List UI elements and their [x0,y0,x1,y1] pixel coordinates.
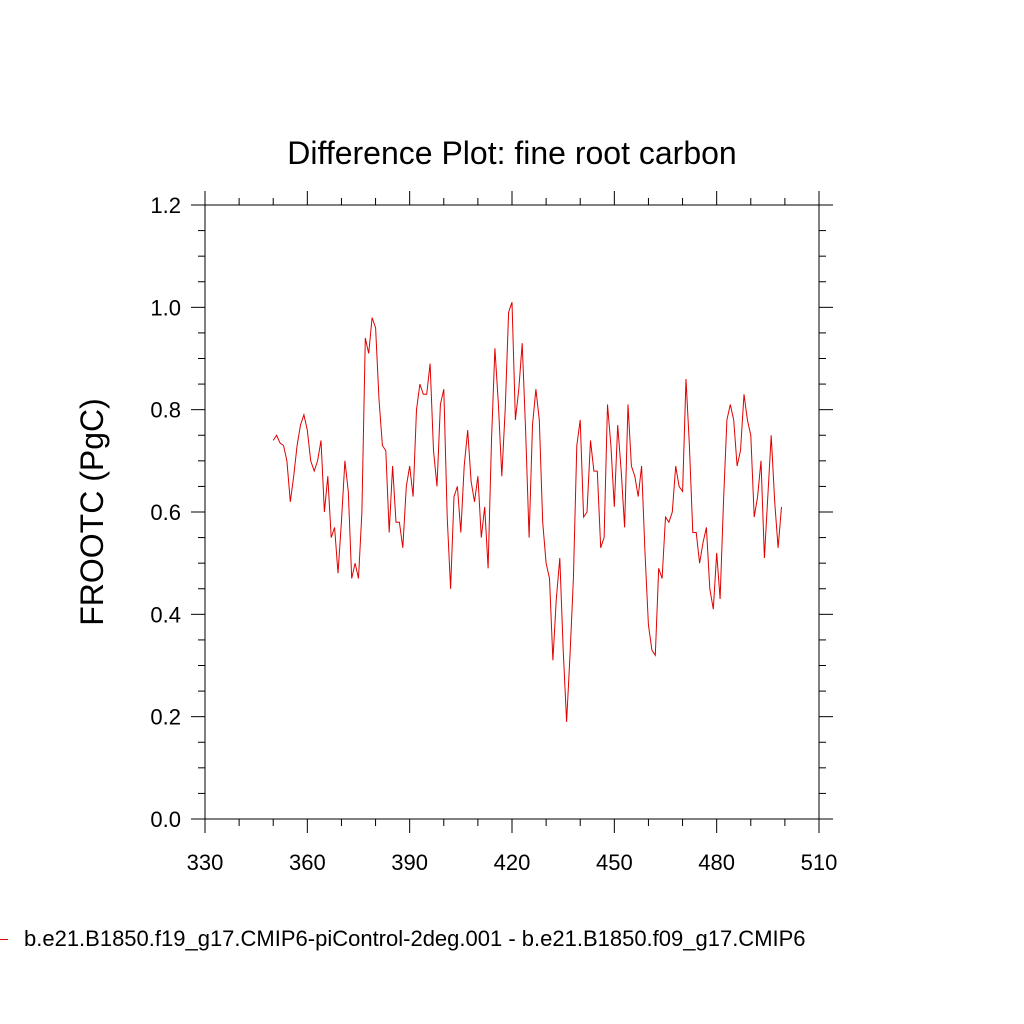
y-axis-label: FROOTC (PgC) [74,398,110,626]
y-tick-label: 0.6 [150,500,181,525]
y-tick-label: 0.2 [150,705,181,730]
x-tick-label: 360 [289,850,326,875]
axis-ticks [191,191,833,833]
x-tick-label: 390 [391,850,428,875]
x-tick-label: 330 [187,850,224,875]
chart-title: Difference Plot: fine root carbon [287,135,736,171]
legend-label: b.e21.B1850.f19_g17.CMIP6-piControl-2deg… [24,926,806,951]
y-tick-label: 1.0 [150,295,181,320]
y-tick-label: 0.4 [150,602,181,627]
legend-line-swatch [0,939,8,940]
x-tick-label: 450 [596,850,633,875]
x-tick-label: 510 [801,850,838,875]
x-tick-label: 480 [698,850,735,875]
x-tick-label: 420 [494,850,531,875]
series-line [272,302,782,722]
y-tick-label: 0.0 [150,807,181,832]
plot-frame [204,204,820,820]
y-tick-label: 0.8 [150,398,181,423]
axis-tick-labels: 330 360 390 420 450 480 510 0.0 0.2 0.4 0.6 0.8 1.0 1… [150,193,837,875]
legend: b.e21.B1850.f19_g17.CMIP6-piControl-2deg… [0,920,1024,960]
y-tick-label: 1.2 [150,193,181,218]
